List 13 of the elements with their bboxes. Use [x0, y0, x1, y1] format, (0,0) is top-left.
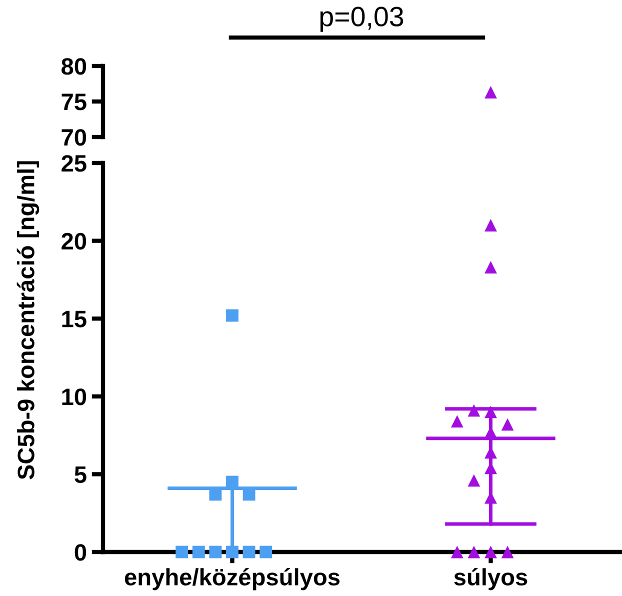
x-tick-label: súlyos — [454, 568, 528, 590]
y-tick-label: 10 — [62, 388, 86, 406]
x-tick-label: enyhe/középsúlyos — [124, 568, 340, 590]
y-tick-label: 80 — [62, 58, 86, 75]
y-tick-label: 70 — [62, 129, 86, 146]
y-tick-label: 20 — [62, 232, 86, 250]
y-tick-label: 25 — [62, 155, 86, 172]
text: p=0,03 — [320, 6, 404, 32]
y-tick-label: 15 — [62, 310, 86, 328]
y-tick-label: 0 — [74, 544, 86, 561]
y-tick-label: 75 — [62, 94, 86, 110]
y-axis-title: SC5b-9 koncentráció [ng/ml] — [16, 161, 40, 480]
y-tick-label: 5 — [74, 466, 86, 483]
